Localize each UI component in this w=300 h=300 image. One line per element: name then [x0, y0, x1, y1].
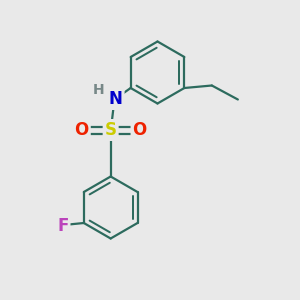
- Text: O: O: [133, 121, 147, 139]
- Text: S: S: [105, 121, 117, 139]
- Text: H: H: [92, 83, 104, 97]
- Text: N: N: [109, 90, 123, 108]
- Text: O: O: [74, 121, 89, 139]
- Text: F: F: [57, 217, 68, 235]
